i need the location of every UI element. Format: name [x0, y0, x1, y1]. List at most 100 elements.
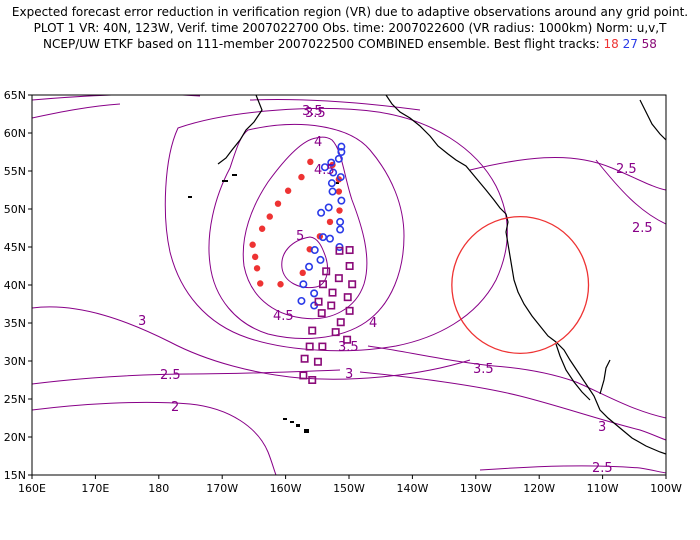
lat-tick-label: 40N [4, 279, 26, 292]
contour-label: 3.5 [305, 106, 326, 121]
track-blue-point [299, 280, 308, 289]
track-purple-point [343, 293, 352, 302]
track-blue-point [324, 203, 333, 212]
track-purple-point [300, 354, 309, 363]
track-blue-point [316, 255, 325, 264]
map-axes: 15N 20N 25N 30N 35N 40N 45N 50N 55N 60N 65N 160E 170… [4, 89, 682, 495]
lon-tick-label: 140W [396, 482, 428, 495]
lat-tick-label: 35N [4, 317, 26, 330]
coastline-inland [639, 99, 666, 141]
contour-label: 2.5 [592, 461, 613, 476]
contour-2.5-lower [32, 369, 341, 385]
track-purple-point [331, 328, 340, 337]
lon-tick-label: 150W [333, 482, 365, 495]
lat-tick-label: 60N [4, 127, 26, 140]
contour-5 [281, 236, 329, 289]
track-red-point [284, 187, 292, 194]
track-blue-point [336, 225, 345, 234]
islands-layer [188, 174, 339, 433]
lon-tick-label: 180 [148, 482, 169, 495]
track-purple-label: 58 [641, 37, 657, 51]
track-blue-point [327, 158, 336, 167]
track-blue-point [329, 168, 338, 177]
contour-2 [32, 401, 277, 475]
title-line-3-text: NCEP/UW ETKF based on 111-member 2007022… [43, 37, 600, 51]
island-aleutian-1 [188, 196, 192, 198]
track-red-point [258, 225, 266, 232]
contour-label: 5 [296, 229, 304, 244]
contour-label: 4 [314, 135, 322, 150]
track-red-point [257, 280, 264, 287]
track-red-point [249, 241, 256, 248]
track-purple-point [319, 280, 328, 289]
lon-tick-label: 110W [587, 482, 619, 495]
contour-3-right [359, 371, 666, 441]
track-purple-point [308, 326, 317, 335]
contour-label: 2 [171, 400, 179, 415]
contour-labels: 3.5 4 4.5 5 4.5 4 3.5 3 2.5 2 3 3.5 3.5 … [138, 104, 653, 476]
track-blue-point [317, 208, 326, 217]
coastline-north-america [385, 95, 666, 455]
track-purple-point [314, 297, 323, 306]
track-blue-point [325, 234, 334, 243]
lat-tick-label: 20N [4, 431, 26, 444]
track-blue-point [334, 154, 343, 163]
track-red-point [266, 213, 273, 220]
coastline-alaska [217, 95, 263, 165]
track-blue-point [297, 296, 306, 305]
title-line-3: NCEP/UW ETKF based on 111-member 2007022… [0, 37, 700, 51]
island-hawaii-1 [283, 418, 287, 420]
contour-3.5 [164, 108, 508, 352]
coastline-baja [555, 343, 591, 401]
track-red-point [253, 265, 261, 272]
contour-2.5-upper [32, 103, 121, 119]
lat-tick-label: 15N [4, 469, 26, 482]
track-purple-point [345, 261, 354, 270]
track-red-point [307, 158, 314, 166]
contour-3.5-upper [249, 99, 421, 111]
lat-tick-label: 25N [4, 393, 26, 406]
contour-label: 3.5 [302, 104, 323, 119]
track-blue-point [305, 262, 314, 271]
track-purple-point [313, 357, 322, 366]
track-red-point [298, 173, 305, 181]
track-purple-point [345, 246, 354, 255]
track-blue-point [328, 187, 337, 196]
lon-tick-label: 120W [523, 482, 555, 495]
lon-tick-label: 100W [650, 482, 682, 495]
track-blue-label: 27 [622, 37, 638, 51]
island-aleutian-2 [222, 180, 228, 182]
contour-2.5-right [469, 157, 666, 191]
contour-2.5-bottom [479, 465, 666, 474]
track-blue-point [337, 196, 346, 205]
contour-label: 2.5 [616, 162, 637, 177]
island-hawaii-2 [290, 421, 294, 423]
contour-label: 4 [369, 316, 377, 331]
contour-label: 2.5 [632, 221, 653, 236]
island-mid [336, 182, 339, 184]
track-purple-point [335, 246, 344, 255]
coastline-layer [217, 95, 666, 455]
lat-tick-label: 55N [4, 165, 26, 178]
track-purple-point [322, 267, 331, 276]
contour-label: 3.5 [338, 340, 359, 355]
lon-tick-label: 130W [460, 482, 492, 495]
contour-label: 3 [138, 314, 146, 329]
track-blue-point [310, 246, 319, 255]
lon-tick-label: 170W [206, 482, 238, 495]
lat-tick-label: 45N [4, 241, 26, 254]
coastline-gulf [599, 359, 611, 395]
contour-4 [208, 124, 405, 339]
contour-3-left [32, 306, 471, 380]
track-purple-point [318, 342, 327, 351]
contour-3.5-lower [367, 345, 666, 419]
verification-region-circle [451, 216, 590, 354]
track-blue-point [327, 179, 336, 188]
lon-tick-label: 160E [18, 482, 46, 495]
title-line-1: Expected forecast error reduction in ver… [11, 5, 689, 19]
track-purple-point [317, 309, 326, 318]
track-blue-point [320, 163, 329, 172]
title-line-2: PLOT 1 VR: 40N, 123W, Verif. time 200702… [33, 21, 667, 35]
contour-label: 4.5 [273, 309, 294, 324]
track-purple-point [336, 318, 345, 327]
